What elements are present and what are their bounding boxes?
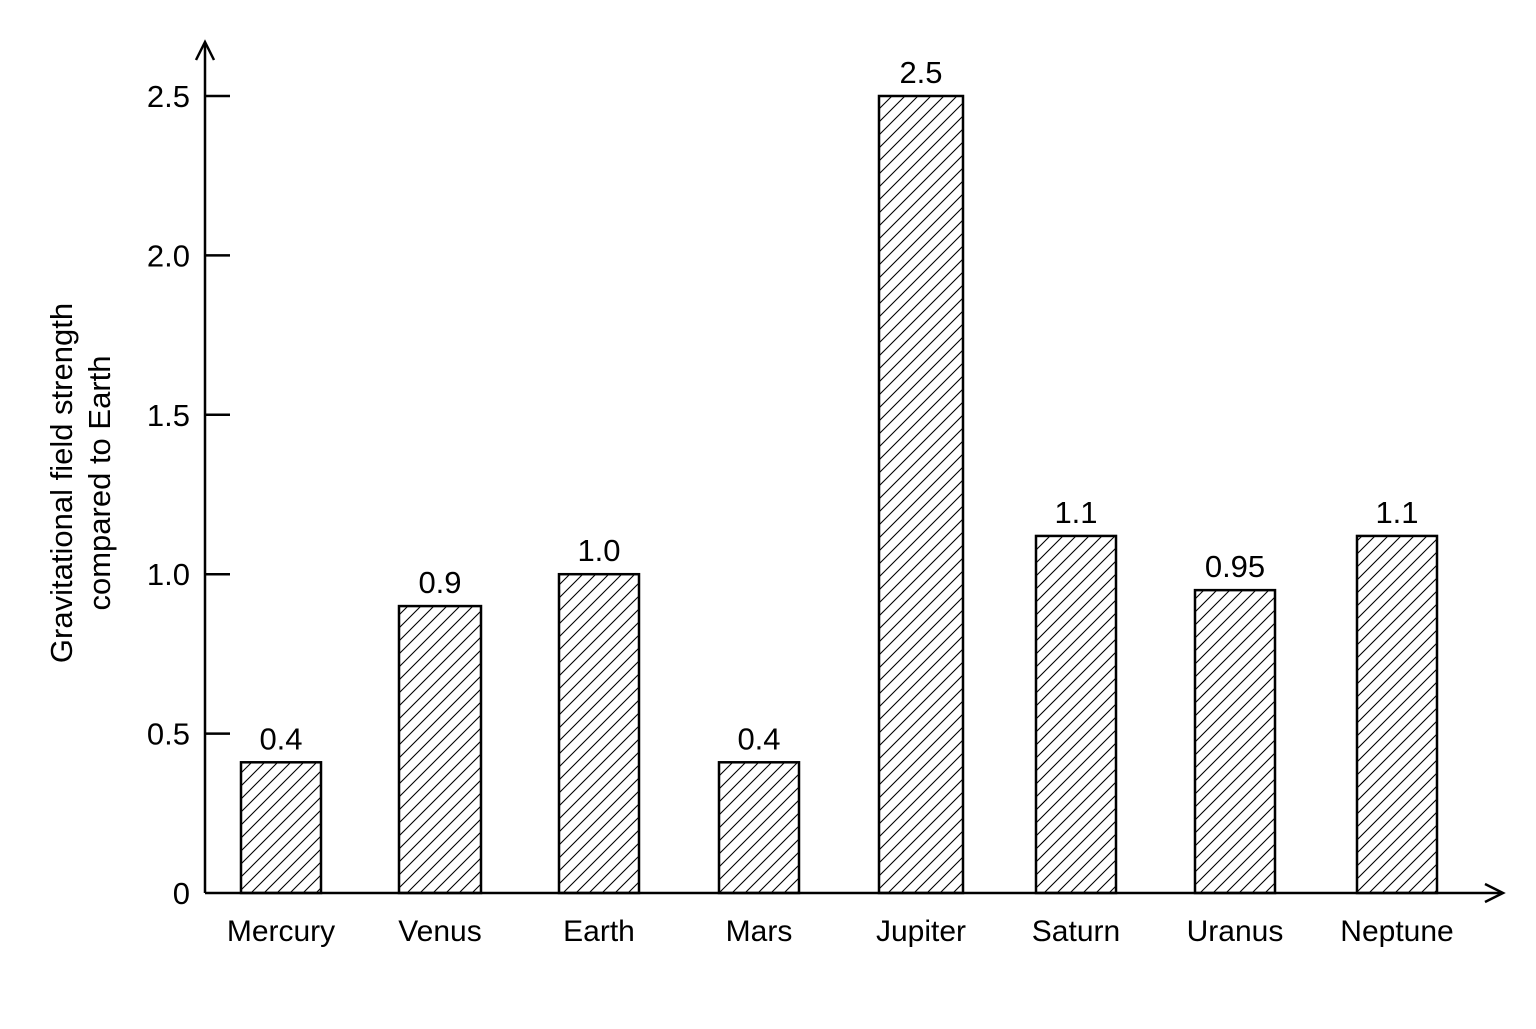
y-tick-label: 0	[173, 876, 190, 911]
x-tick-label: Jupiter	[876, 915, 966, 948]
data-label: 0.95	[1205, 549, 1265, 584]
bars	[239, 94, 1439, 895]
x-tick-label: Earth	[563, 915, 635, 948]
x-tick-label: Mars	[726, 915, 793, 948]
x-tick-label: Venus	[398, 915, 481, 948]
y-tick-label: 1.0	[147, 557, 190, 592]
x-tick-label: Saturn	[1032, 915, 1120, 948]
data-label: 2.5	[899, 55, 942, 90]
x-tick-label: Mercury	[227, 915, 335, 948]
bar-neptune	[1355, 534, 1439, 895]
x-tick-label: Neptune	[1340, 915, 1453, 948]
data-label: 0.9	[418, 565, 461, 600]
bar-jupiter	[877, 94, 965, 895]
x-axis-arrow	[1484, 882, 1506, 904]
labels: 0 0.5 1.0 1.5 2.0 2.5 Gravitational field stre…	[44, 55, 1454, 948]
y-tick-label: 0.5	[147, 717, 190, 752]
bar-mars	[717, 761, 801, 895]
data-label: 1.1	[1054, 495, 1097, 530]
data-label: 0.4	[737, 721, 780, 756]
y-axis-arrow	[194, 39, 216, 61]
data-label: 1.1	[1375, 495, 1418, 530]
y-tick-label: 2.0	[147, 238, 190, 273]
data-label: 1.0	[577, 533, 620, 568]
data-label: 0.4	[259, 721, 302, 756]
axes	[194, 39, 1506, 904]
y-axis-title: Gravitational field strengthcompared to …	[44, 303, 117, 663]
bar-mercury	[239, 761, 323, 895]
x-tick-label: Uranus	[1187, 915, 1284, 948]
bar-earth	[557, 572, 641, 895]
y-tick-label: 2.5	[147, 79, 190, 114]
y-axis-title-line: compared to Earth	[82, 355, 117, 610]
y-tick-label: 1.5	[147, 398, 190, 433]
bar-venus	[397, 604, 483, 895]
bar-uranus	[1193, 588, 1277, 895]
bar-saturn	[1034, 534, 1118, 895]
y-axis-title-line: Gravitational field strength	[44, 303, 79, 663]
